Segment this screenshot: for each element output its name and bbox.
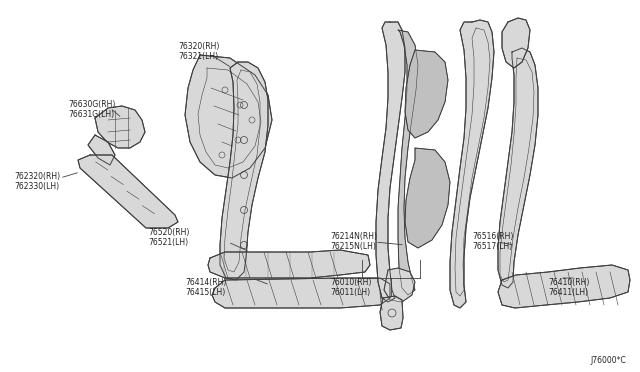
- Polygon shape: [212, 278, 390, 308]
- Polygon shape: [78, 155, 178, 228]
- Text: 76520(RH)
76521(LH): 76520(RH) 76521(LH): [148, 228, 189, 247]
- Polygon shape: [384, 268, 415, 302]
- Polygon shape: [398, 30, 418, 295]
- Text: 76410(RH)
76411(LH): 76410(RH) 76411(LH): [548, 278, 589, 297]
- Text: 76414(RH)
76415(LH): 76414(RH) 76415(LH): [185, 278, 227, 297]
- Polygon shape: [220, 62, 268, 280]
- Polygon shape: [185, 55, 272, 178]
- Polygon shape: [88, 135, 115, 165]
- Text: 76214N(RH)
76215N(LH): 76214N(RH) 76215N(LH): [330, 232, 377, 251]
- Polygon shape: [95, 106, 145, 148]
- Text: 76010(RH)
76011(LH): 76010(RH) 76011(LH): [330, 278, 371, 297]
- Polygon shape: [405, 148, 450, 248]
- Polygon shape: [498, 48, 538, 288]
- Polygon shape: [502, 18, 530, 68]
- Polygon shape: [498, 265, 630, 308]
- Polygon shape: [405, 50, 448, 138]
- Polygon shape: [380, 296, 403, 330]
- Text: 76516(RH)
76517(LH): 76516(RH) 76517(LH): [472, 232, 513, 251]
- Text: 76320(RH)
76321(LH): 76320(RH) 76321(LH): [178, 42, 220, 61]
- Polygon shape: [450, 20, 494, 308]
- Text: J76000*C: J76000*C: [590, 356, 626, 365]
- Text: 76630G(RH)
76631G(LH): 76630G(RH) 76631G(LH): [68, 100, 115, 119]
- Polygon shape: [376, 22, 405, 302]
- Polygon shape: [208, 250, 370, 278]
- Text: 762320(RH)
762330(LH): 762320(RH) 762330(LH): [14, 172, 60, 192]
